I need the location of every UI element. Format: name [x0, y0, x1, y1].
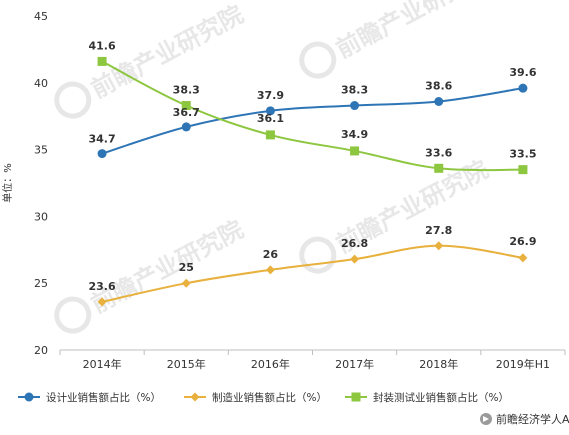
data-label: 33.6 — [425, 146, 452, 159]
data-point — [350, 146, 360, 156]
data-point — [181, 122, 191, 132]
x-tick-label: 2015年 — [167, 357, 206, 371]
legend-item: 设计业销售额占比（%） — [18, 391, 161, 404]
data-label: 36.1 — [257, 112, 284, 125]
data-point — [265, 265, 275, 275]
series-line-group — [97, 56, 528, 175]
x-tick-label: 2016年 — [251, 357, 290, 371]
data-point — [350, 101, 360, 111]
legend-marker — [24, 392, 34, 402]
y-tick-label: 20 — [34, 344, 48, 357]
y-tick-label: 25 — [34, 277, 48, 290]
data-label: 38.3 — [173, 84, 200, 97]
data-label: 34.9 — [341, 128, 368, 141]
data-point — [97, 149, 107, 159]
data-label: 41.6 — [89, 39, 116, 52]
data-label: 26 — [263, 248, 279, 261]
watermark-text: 前瞻产业研究院 — [87, 215, 248, 319]
data-point — [434, 163, 444, 173]
watermark-mark: 前瞻产业研究院 — [54, 0, 248, 119]
series-lines — [97, 56, 528, 307]
y-axis-label: 单位：% — [1, 163, 14, 203]
data-label: 25 — [179, 261, 194, 274]
watermark-logo-icon — [299, 41, 337, 79]
watermark-mark: 前瞻产业研究院 — [299, 0, 493, 79]
series-labels: 34.7 36.7 37.9 38.3 38.6 39.6 23.6 25 26 26.8 27.8… — [89, 39, 537, 292]
data-label: 38.6 — [425, 80, 452, 93]
watermark-logo-icon — [54, 296, 92, 334]
data-label: 33.5 — [509, 148, 536, 161]
data-point — [181, 101, 191, 111]
y-tick-label: 40 — [34, 77, 48, 90]
source-logo-mark — [483, 416, 489, 422]
data-point — [350, 254, 360, 264]
series-line — [101, 60, 523, 172]
legend-label: 制造业销售额占比（%） — [212, 391, 327, 404]
x-tick-label: 2017年 — [335, 357, 374, 371]
data-label: 37.9 — [257, 89, 284, 102]
watermark-logo-icon — [299, 236, 337, 274]
y-tick-label: 30 — [34, 210, 48, 223]
legend: 设计业销售额占比（%） 制造业销售额占比（%） 封装测试业销售额占比（%） — [18, 391, 509, 404]
legend-label: 封装测试业销售额占比（%） — [373, 391, 509, 404]
data-point — [265, 106, 275, 116]
axes: 2014年 2015年 2016年 2017年 2018年 2019年H1 20 25 30 35… — [1, 10, 566, 371]
data-point — [434, 97, 444, 107]
data-label: 23.6 — [89, 280, 116, 293]
data-label: 26.9 — [509, 235, 536, 248]
y-tick-label: 45 — [34, 10, 48, 23]
data-label: 39.6 — [509, 66, 536, 79]
data-label: 27.8 — [425, 224, 452, 237]
watermark-text: 前瞻产业研究院 — [332, 0, 493, 64]
legend-item: 制造业销售额占比（%） — [184, 391, 327, 404]
data-point — [518, 165, 528, 175]
x-tick-label: 2018年 — [419, 357, 458, 371]
data-point — [518, 253, 528, 263]
series-line-group — [97, 83, 528, 159]
source-note: 前瞻经济学人APP — [480, 412, 569, 426]
data-point — [97, 297, 107, 307]
series-line — [101, 244, 524, 303]
data-point — [265, 130, 275, 140]
data-point — [434, 241, 444, 251]
x-tick-label: 2014年 — [83, 357, 122, 371]
series-line-group — [97, 241, 528, 307]
data-label: 36.7 — [173, 106, 200, 119]
y-tick-label: 35 — [34, 144, 48, 157]
data-label: 26.8 — [341, 237, 368, 250]
legend-label: 设计业销售额占比（%） — [46, 391, 161, 404]
data-label: 38.3 — [341, 84, 368, 97]
data-point — [518, 83, 528, 93]
source-text: 前瞻经济学人APP — [496, 412, 569, 426]
legend-item: 封装测试业销售额占比（%） — [345, 391, 509, 404]
legend-marker — [190, 392, 200, 402]
watermark-logo-icon — [54, 81, 92, 119]
data-label: 34.7 — [89, 133, 116, 146]
x-tick-label: 2019年H1 — [496, 357, 550, 371]
data-point — [181, 278, 191, 288]
series-line — [101, 87, 524, 155]
watermark-mark: 前瞻产业研究院 — [54, 215, 248, 334]
legend-marker — [351, 392, 361, 402]
data-point — [97, 56, 107, 66]
